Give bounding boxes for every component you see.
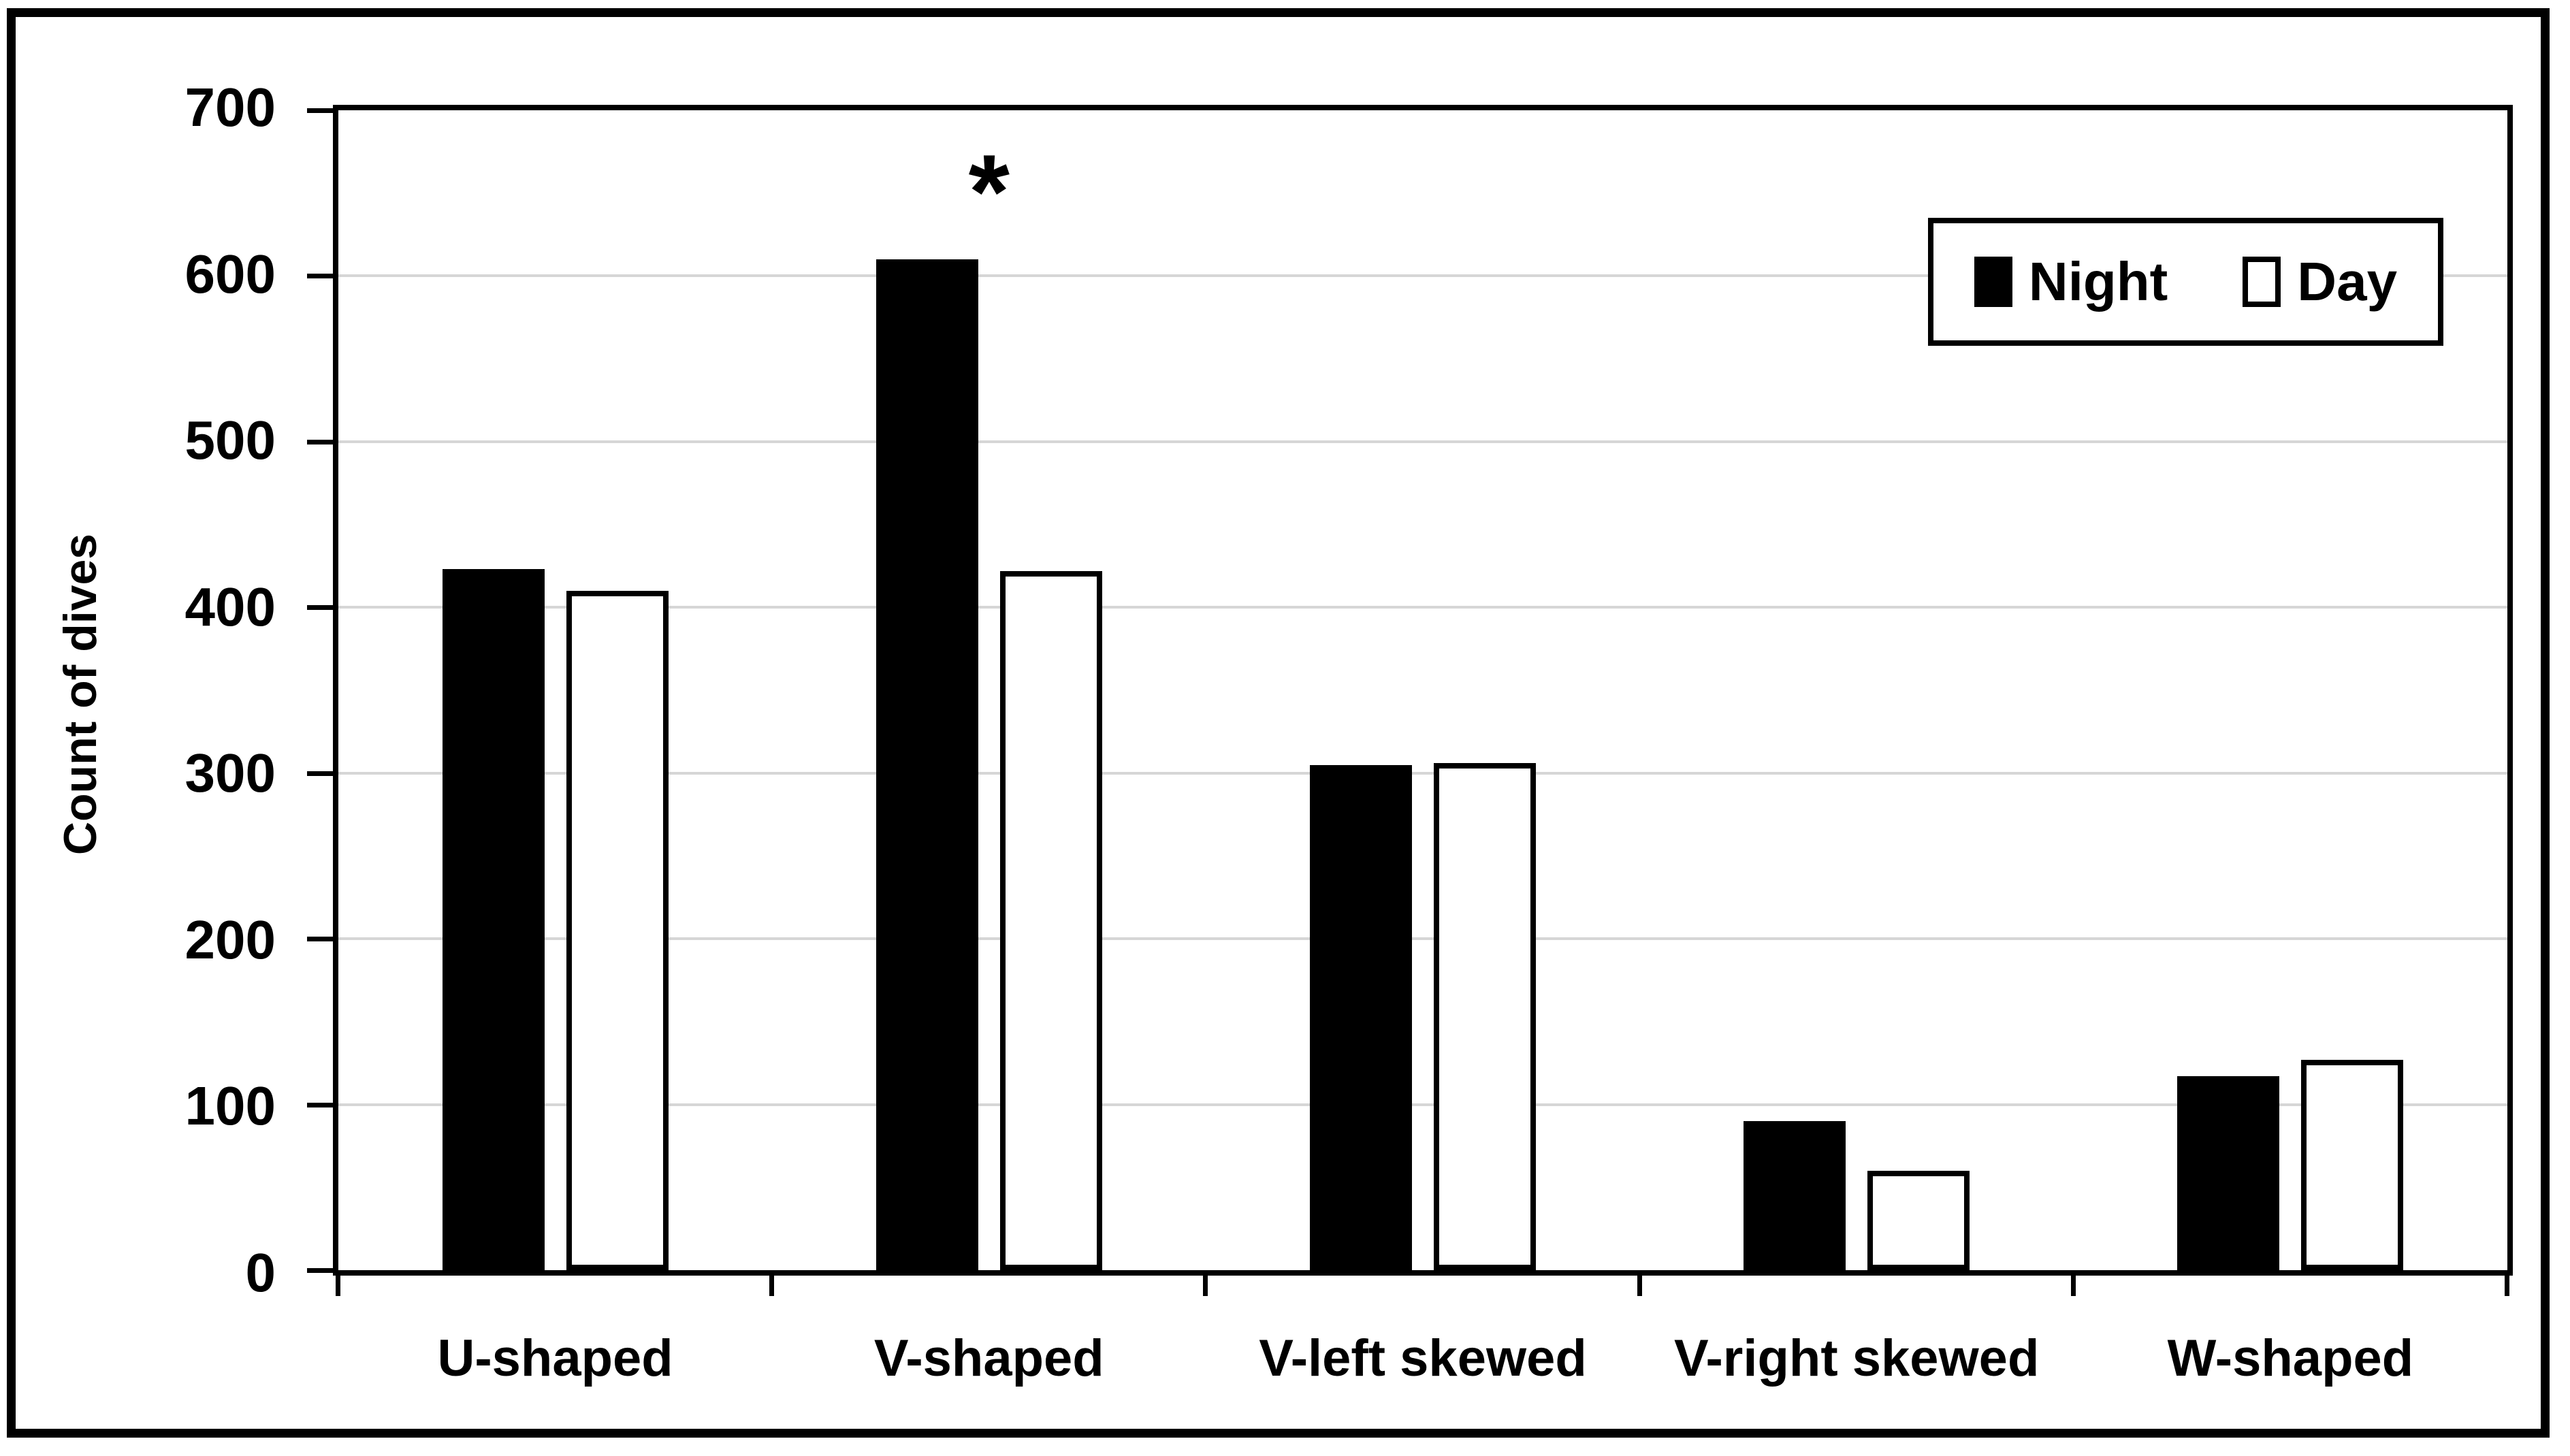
bar-day-w-shaped [2301,1060,2404,1270]
legend-item-day: Day [2243,250,2397,313]
x-tick-label-v-right-skewed: V-right skewed [1673,1329,2040,1387]
x-tick-label-v-left-skewed: V-left skewed [1259,1329,1587,1387]
grid-line-100 [338,1103,2507,1106]
bar-day-v-left-skewed [1434,763,1536,1270]
x-tick-2 [1203,1276,1208,1296]
x-tick-3 [1637,1276,1642,1296]
legend-label-day: Day [2297,251,2398,312]
x-tick-5 [2505,1276,2509,1296]
y-tick-0 [307,1268,333,1273]
y-tick-label-200: 200 [184,909,276,970]
bar-night-v-shaped [876,259,978,1270]
grid-line-300 [338,771,2507,775]
y-tick-700 [307,108,333,113]
y-tick-200 [307,937,333,942]
bar-night-v-right-skewed [1744,1121,1846,1270]
bar-night-w-shaped [2177,1076,2280,1270]
grid-line-500 [338,440,2507,443]
x-tick-label-w-shaped: W-shaped [2167,1329,2414,1387]
bar-day-u-shaped [566,591,669,1270]
significance-asterisk: * [968,133,1010,250]
y-tick-label-100: 100 [184,1075,276,1137]
y-tick-label-500: 500 [184,410,276,471]
legend-swatch-night [1974,257,2012,307]
x-tick-label-v-shaped: V-shaped [873,1329,1104,1387]
y-tick-400 [307,605,333,611]
y-tick-label-300: 300 [184,743,276,804]
legend-item-night: Night [1974,250,2168,313]
bar-day-v-shaped [999,571,1102,1270]
grid-line-400 [338,606,2507,609]
y-tick-100 [307,1102,333,1107]
y-tick-500 [307,439,333,444]
x-tick-4 [2070,1276,2076,1296]
y-tick-label-600: 600 [184,243,276,304]
y-tick-label-0: 0 [245,1242,276,1303]
x-tick-1 [769,1276,775,1296]
grid-line-200 [338,937,2507,941]
bar-night-u-shaped [442,569,545,1270]
x-tick-0 [336,1276,340,1296]
legend-label-night: Night [2028,251,2168,312]
bar-night-v-left-skewed [1310,765,1412,1270]
legend: Night Day [1928,218,2443,346]
grid-line-600 [338,274,2507,278]
x-tick-label-u-shaped: U-shaped [437,1329,673,1387]
y-tick-label-700: 700 [184,77,276,137]
y-tick-label-400: 400 [184,576,276,637]
legend-swatch-day [2243,257,2281,307]
bar-day-v-right-skewed [1867,1171,1970,1270]
y-tick-300 [307,771,333,776]
y-tick-600 [307,274,333,279]
